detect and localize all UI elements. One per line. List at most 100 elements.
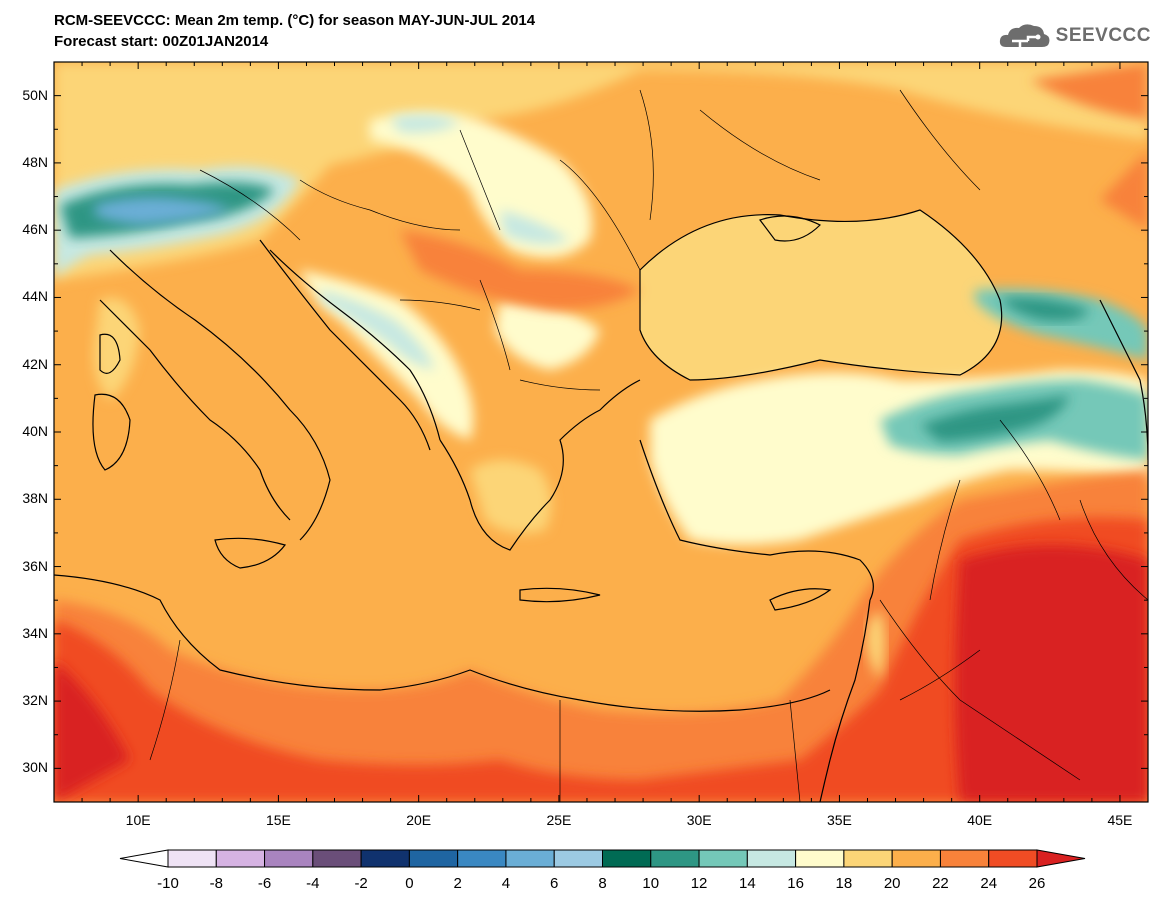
colorbar-swatch	[167, 849, 217, 868]
border-4	[149, 639, 801, 802]
field-region-anatolia-cold	[920, 395, 1070, 442]
colorbar-swatch	[264, 849, 314, 868]
colorbar-swatch	[505, 849, 555, 868]
lon-label: 25E	[546, 812, 572, 828]
colorbar-label: 10	[642, 875, 660, 892]
colorbar-label: 0	[405, 875, 414, 892]
lat-label: 38N	[22, 490, 48, 507]
colorbar-label: -10	[157, 875, 179, 892]
map-title: RCM-SEEVCCC: Mean 2m temp. (°C) for seas…	[54, 12, 536, 29]
adriatic-coast	[269, 249, 441, 441]
crete-outline	[519, 587, 601, 603]
temperature-field	[54, 62, 1148, 802]
lat-label: 36N	[22, 557, 48, 574]
colorbar-swatch	[988, 849, 1038, 868]
colorbar-swatch	[312, 849, 362, 868]
field-region-peloponnese	[470, 460, 552, 534]
sicily-outline	[214, 537, 287, 569]
colorbar-swatch	[602, 849, 652, 868]
greece-coast	[439, 379, 641, 551]
lon-label: 10E	[125, 812, 151, 828]
colorbar-swatch	[939, 849, 990, 868]
border-1	[199, 89, 654, 271]
colorbar-swatch	[891, 849, 941, 868]
colorbar-swatch	[795, 849, 845, 868]
colorbar-swatch	[650, 849, 700, 868]
colorbar-triangle-high	[1036, 849, 1086, 868]
field-region-corsica	[94, 298, 140, 400]
coastlines	[54, 209, 1148, 802]
italy-coast	[99, 249, 331, 541]
colorbar-label: 12	[690, 875, 708, 892]
lat-label: 48N	[22, 153, 48, 170]
lat-label: 40N	[22, 423, 48, 439]
cloud-icon	[999, 24, 1050, 47]
sardinia-outline	[92, 393, 131, 471]
colorbar-swatch	[698, 849, 748, 868]
caspian-region-coast	[1099, 299, 1148, 461]
lat-label: 34N	[22, 624, 48, 641]
border-2	[399, 89, 981, 391]
lat-label: 44N	[22, 288, 48, 305]
colorbar-label: 24	[980, 875, 998, 892]
field-region-black-sea	[640, 210, 1002, 380]
colorbar-label: -8	[209, 875, 223, 892]
lat-label: 46N	[22, 221, 48, 238]
field-region-caucasus-cold	[1000, 297, 1090, 322]
field-region-danube-warm	[400, 230, 640, 310]
colorbar-swatch	[553, 849, 604, 868]
forecast-start: Forecast start: 00Z01JAN2014	[54, 33, 269, 50]
lat-label: 42N	[22, 355, 48, 372]
colorbar-label: -2	[354, 875, 368, 892]
logo: SEEVCCC	[998, 20, 1151, 52]
border-3	[879, 419, 1148, 781]
field-region-south-hottest	[54, 545, 1148, 802]
colorbar-swatch	[215, 849, 266, 868]
field-region-carpathians-cold	[390, 114, 570, 244]
colorbar-triangle-low	[119, 849, 169, 868]
colorbar-label: -4	[306, 875, 320, 892]
lat-label: 50N	[22, 86, 48, 103]
crimea-outline	[759, 215, 822, 242]
field-region-north	[54, 62, 1148, 280]
africa-north-coast	[54, 574, 831, 712]
lon-label: 40E	[967, 812, 993, 828]
colorbar-label: 26	[1028, 875, 1046, 892]
lon-label: 45E	[1107, 812, 1133, 828]
colorbar-label: 8	[598, 875, 607, 892]
field-region-rhodopes	[495, 300, 600, 370]
field-region-east-warm	[1030, 62, 1148, 230]
lat-label: 32N	[22, 692, 48, 709]
field-region-dinarides-cold	[320, 290, 435, 370]
colorbar-label: 6	[550, 875, 559, 892]
colorbar-swatch	[746, 849, 797, 868]
lon-label: 30E	[686, 812, 712, 828]
lon-label: 15E	[265, 812, 291, 828]
lon-label: 35E	[826, 812, 852, 828]
colorbar-label: 16	[787, 875, 804, 892]
colorbar-swatch	[360, 849, 410, 868]
black-sea-coast	[639, 209, 1003, 381]
field-region-south-hot	[54, 517, 1148, 802]
colorbar-label: 22	[932, 875, 949, 892]
cyprus-outline	[769, 588, 832, 611]
levant-coast	[819, 599, 871, 802]
colorbar-label: 14	[738, 875, 756, 892]
colorbar-label: 4	[501, 875, 511, 892]
lon-label: 20E	[406, 812, 432, 828]
colorbar-label: 20	[883, 875, 901, 892]
italy-east-coast	[259, 239, 431, 451]
colorbar-label: 18	[835, 875, 853, 892]
anatolia-south-coast	[639, 439, 874, 601]
axis-ticks	[53, 61, 1149, 803]
borders	[149, 89, 1148, 802]
colorbar-label: 2	[453, 875, 462, 892]
colorbar-swatch	[843, 849, 893, 868]
colorbar	[119, 849, 1086, 868]
colorbar-swatch	[457, 849, 507, 868]
colorbar-swatch	[408, 849, 459, 868]
field-region-levant-coast	[866, 610, 885, 680]
field-region-carpathians	[370, 112, 592, 258]
lat-label: 30N	[22, 759, 48, 776]
